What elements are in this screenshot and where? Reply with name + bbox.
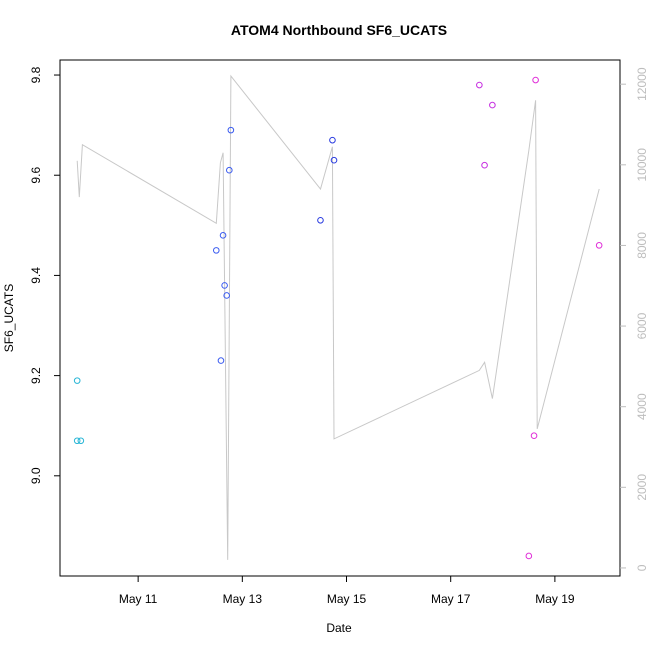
y2-tick-label: 2000 (635, 474, 649, 501)
plot-frame (59, 59, 621, 577)
data-point (227, 126, 235, 134)
chart-title: ATOM4 Northbound SF6_UCATS (231, 22, 447, 38)
x-tick-label: May 15 (327, 592, 367, 606)
x-tick-label: May 19 (535, 592, 575, 606)
y2-tick-label: 0 (635, 564, 649, 571)
y-axis-label: SF6_UCATS (2, 284, 16, 352)
secondary-series-line (76, 74, 600, 560)
y2-tick-label: 6000 (635, 312, 649, 339)
x-axis-label: Date (326, 621, 352, 635)
data-point (481, 161, 488, 169)
data-point (330, 156, 338, 164)
data-point (217, 357, 225, 364)
data-point (329, 136, 336, 144)
y-axis-right: 0 2000 4000 6000 8000 10000 12000 (620, 67, 649, 571)
data-point (219, 232, 227, 239)
data-point (77, 437, 85, 445)
y2-tick-label: 12000 (635, 67, 649, 101)
y-tick-label: 9.2 (29, 367, 43, 384)
y-tick-label: 9.6 (29, 167, 43, 184)
y-axis-left: 9.0 9.2 9.4 9.6 9.8 (29, 66, 60, 484)
data-point (223, 292, 230, 299)
secondary-series-group (76, 74, 600, 560)
data-point (73, 437, 81, 445)
x-tick-label: May 11 (119, 592, 158, 606)
data-point (226, 166, 233, 174)
y2-tick-label: 10000 (635, 148, 649, 182)
y-tick-label: 9.4 (29, 267, 43, 284)
data-point (595, 242, 603, 249)
data-point (530, 432, 538, 440)
data-point (532, 76, 539, 84)
y-tick-label: 9.0 (29, 467, 43, 484)
data-point (317, 217, 324, 224)
x-axis: May 11 May 13 May 15 May 17 May 19 (119, 576, 575, 606)
y2-tick-label: 8000 (635, 232, 649, 259)
data-point (476, 81, 483, 89)
data-points-group (73, 76, 603, 560)
data-point (73, 377, 81, 384)
x-tick-label: May 17 (431, 592, 471, 606)
data-point (489, 101, 496, 109)
y-tick-label: 9.8 (29, 66, 43, 83)
data-point (212, 247, 220, 254)
x-tick-label: May 13 (223, 592, 263, 606)
y2-tick-label: 4000 (635, 393, 649, 420)
data-point (221, 282, 228, 289)
data-point (525, 552, 533, 560)
